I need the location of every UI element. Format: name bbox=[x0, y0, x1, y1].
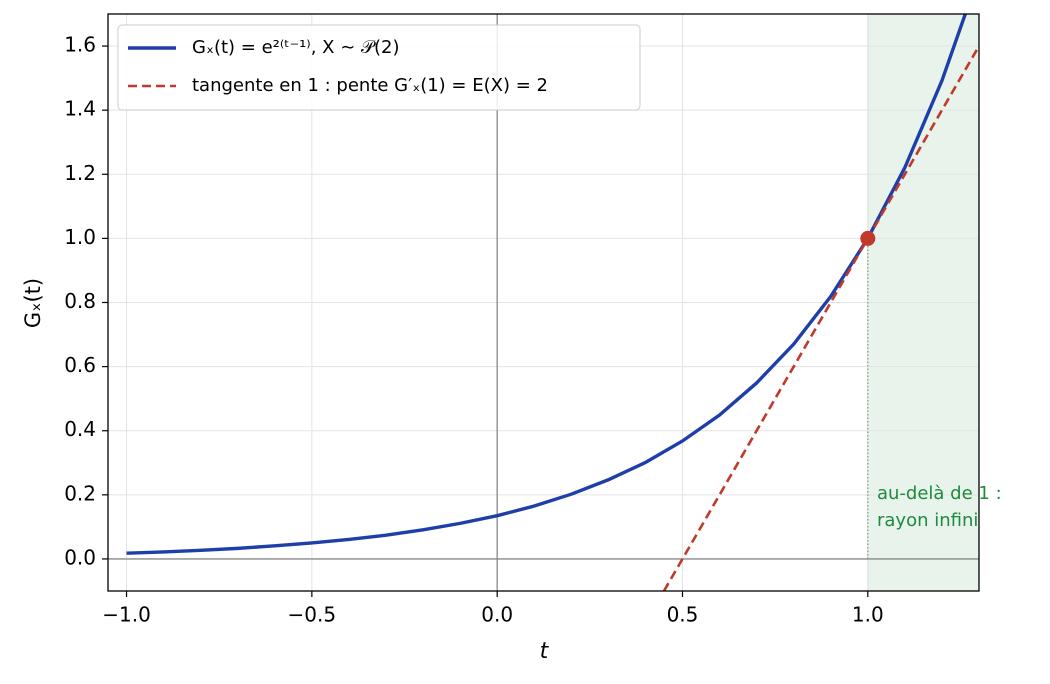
x-tick-label: 1.0 bbox=[852, 603, 884, 627]
x-axis-label: t bbox=[540, 639, 550, 664]
series-line bbox=[662, 45, 979, 591]
y-tick-label: 0.2 bbox=[64, 481, 96, 505]
point-marker bbox=[860, 230, 876, 246]
y-tick-label: 1.2 bbox=[64, 161, 96, 185]
annotation: rayon infini bbox=[877, 510, 978, 531]
legend-label: tangente en 1 : pente G′ₓ(1) = E(X) = 2 bbox=[192, 75, 548, 96]
x-tick-label: 0.5 bbox=[667, 603, 699, 627]
legend-box bbox=[117, 24, 641, 111]
legend-label: Gₓ(t) = e²⁽ᵗ⁻¹⁾, X ∼ 𝒫(2) bbox=[192, 37, 400, 58]
x-tick-label: −0.5 bbox=[288, 603, 337, 627]
y-tick-label: 0.6 bbox=[64, 353, 96, 377]
y-axis-label: Gₓ(t) bbox=[21, 278, 45, 328]
y-tick-label: 1.0 bbox=[64, 225, 96, 249]
x-tick-label: −1.0 bbox=[102, 603, 151, 627]
y-tick-label: 0.4 bbox=[64, 417, 96, 441]
y-tick-label: 1.4 bbox=[64, 97, 96, 121]
y-tick-label: 0.8 bbox=[64, 289, 96, 313]
series-line bbox=[126, 14, 968, 555]
y-tick-label: 0.0 bbox=[64, 545, 96, 569]
x-tick-label: 0.0 bbox=[481, 603, 513, 627]
plot-frame bbox=[107, 13, 980, 592]
y-tick-label: 1.6 bbox=[64, 33, 96, 57]
annotation: au-delà de 1 : bbox=[877, 483, 1002, 504]
plot-area bbox=[108, 14, 979, 591]
